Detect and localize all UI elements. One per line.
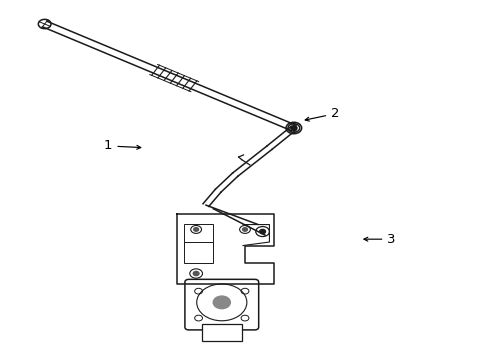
Text: 2: 2 [305,107,340,121]
Bar [184,242,213,263]
Text: 3: 3 [364,233,396,246]
Circle shape [291,126,297,130]
Circle shape [243,228,247,231]
Circle shape [292,126,296,130]
Circle shape [213,296,230,309]
Circle shape [260,229,266,234]
Circle shape [194,228,198,231]
Bar [184,224,213,248]
Text: 1: 1 [104,139,141,152]
FancyBboxPatch shape [202,324,242,341]
Circle shape [193,271,199,276]
FancyBboxPatch shape [185,279,259,330]
